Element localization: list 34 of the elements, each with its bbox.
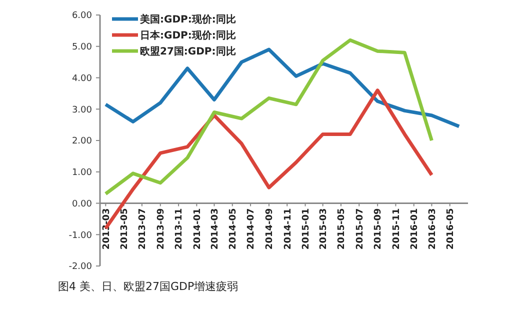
y-tick-label: 4.00 xyxy=(72,74,92,84)
x-tick-label: 2014-07 xyxy=(246,208,257,250)
x-tick-label: 2013-11 xyxy=(174,208,185,250)
y-tick-label: -2.00 xyxy=(68,262,92,272)
x-tick-label: 2014-05 xyxy=(228,208,239,250)
x-tick-label: 2014-03 xyxy=(210,208,220,250)
line-series xyxy=(104,48,461,128)
x-tick-label: 2014-11 xyxy=(283,208,294,250)
x-tick-label: 2015-09 xyxy=(374,208,384,250)
y-tick-label: 3.00 xyxy=(72,105,92,116)
x-tick-label: 2015-03 xyxy=(318,208,329,250)
x-tick-label: 2015-07 xyxy=(355,208,366,250)
line-series xyxy=(104,38,434,196)
x-tick-label: 2016-03 xyxy=(428,208,438,250)
x-tick-label: 2016-01 xyxy=(410,208,420,250)
x-tick-label: 2015-01 xyxy=(301,208,312,250)
x-tick-label: 2013-07 xyxy=(138,208,148,250)
x-tick-label: 2015-11 xyxy=(392,208,402,250)
x-tick-label: 2013-05 xyxy=(120,208,130,250)
y-tick-label: 6.00 xyxy=(72,11,92,22)
x-tick-label: 2016-05 xyxy=(446,208,456,250)
x-tick-label: 2013-09 xyxy=(156,208,167,250)
text: 图4 美、日、欧盟27国GDP增速疲弱 xyxy=(58,280,238,293)
legend-label: 日本:GDP:现价:同比 xyxy=(140,30,236,42)
x-tick-label: 2014-01 xyxy=(192,208,203,250)
y-tick-label: 0.00 xyxy=(72,199,92,210)
x-tick-label: 2015-05 xyxy=(337,208,348,250)
y-tick-label: 2.00 xyxy=(72,136,92,147)
y-tick-label: 1.00 xyxy=(72,168,92,178)
legend-label: 欧盟27国:GDP:同比 xyxy=(140,46,236,58)
legend-label: 美国:GDP:现价:同比 xyxy=(139,14,236,26)
y-tick-label: 5.00 xyxy=(72,42,92,53)
y-tick-label: -1.00 xyxy=(68,230,92,241)
x-tick-label: 2014-09 xyxy=(265,208,276,250)
